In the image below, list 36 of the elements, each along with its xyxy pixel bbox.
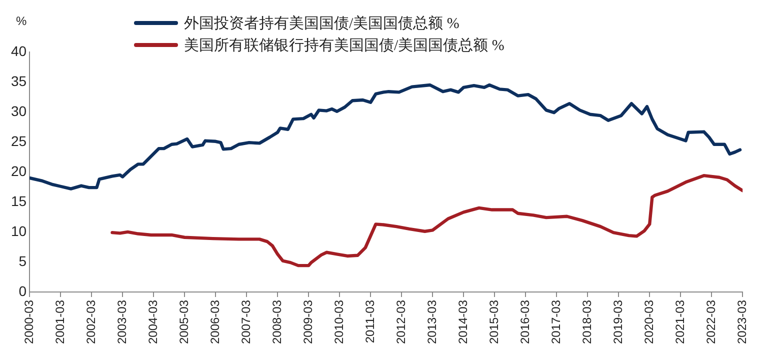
x-tick-label: 2013-03: [424, 300, 439, 344]
y-tick-label: 20: [10, 162, 27, 179]
y-tick-label: 25: [10, 132, 27, 149]
x-tick-label: 2004-03: [146, 300, 160, 344]
x-tick-label: 2014-03: [456, 300, 470, 344]
x-tick-label: 2008-03: [270, 300, 284, 344]
x-tick-label: 2010-03: [332, 300, 346, 344]
x-tick-label: 2023-03: [734, 300, 749, 344]
x-tick-label: 2017-03: [548, 300, 563, 344]
x-tick-label: 2002-03: [84, 300, 98, 344]
y-tick-label: 35: [10, 72, 27, 89]
x-tick-label: 2009-03: [300, 300, 315, 344]
x-tick-label: 2005-03: [176, 300, 191, 344]
x-tick-label: 2011-03: [362, 300, 377, 344]
legend-label: 外国投资者持有美国国债/美国国债总额 %: [184, 14, 460, 32]
y-tick-label: 5: [18, 252, 27, 269]
x-tick-label: 2012-03: [394, 300, 408, 344]
y-tick-label: 15: [10, 192, 27, 209]
x-tick-label: 2007-03: [238, 300, 253, 344]
x-tick-label: 2022-03: [704, 300, 718, 344]
x-tick-label: 2001-03: [52, 300, 67, 344]
x-tick-label: 2003-03: [114, 300, 129, 344]
x-tick-label: 2018-03: [580, 300, 594, 344]
x-tick-label: 2000-03: [22, 300, 36, 344]
y-tick-label: 30: [10, 102, 27, 119]
x-tick-label: 2015-03: [486, 300, 501, 344]
y-tick-label: 40: [10, 42, 27, 59]
x-tick-label: 2006-03: [208, 300, 222, 344]
y-axis-title: %: [16, 14, 27, 28]
y-tick-label: 10: [10, 222, 27, 239]
x-tick-label: 2021-03: [672, 300, 687, 344]
x-tick-label: 2016-03: [518, 300, 532, 344]
legend-label: 美国所有联储银行持有美国国债/美国国债总额 %: [184, 36, 504, 54]
x-tick-label: 2020-03: [642, 300, 656, 344]
x-tick-label: 2019-03: [610, 300, 625, 344]
y-tick-label: 0: [18, 282, 27, 299]
